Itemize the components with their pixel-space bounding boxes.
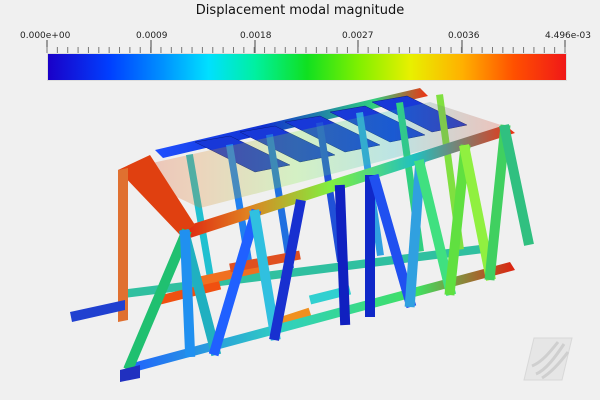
colorbar [47,53,567,81]
colorbar-label-max: 4.496e-03 [545,31,592,41]
colorbar-label-3: 0.0027 [342,31,374,41]
colorbar-label-2: 0.0018 [240,31,272,41]
logo-icon [523,337,573,381]
colorbar-title: Displacement modal magnitude [195,3,405,18]
colorbar-label-1: 0.0009 [136,31,168,41]
colorbar-label-min: 0.000e+00 [20,31,71,41]
colorbar-label-4: 0.0036 [448,31,480,41]
colorbar-ticks [46,40,566,53]
